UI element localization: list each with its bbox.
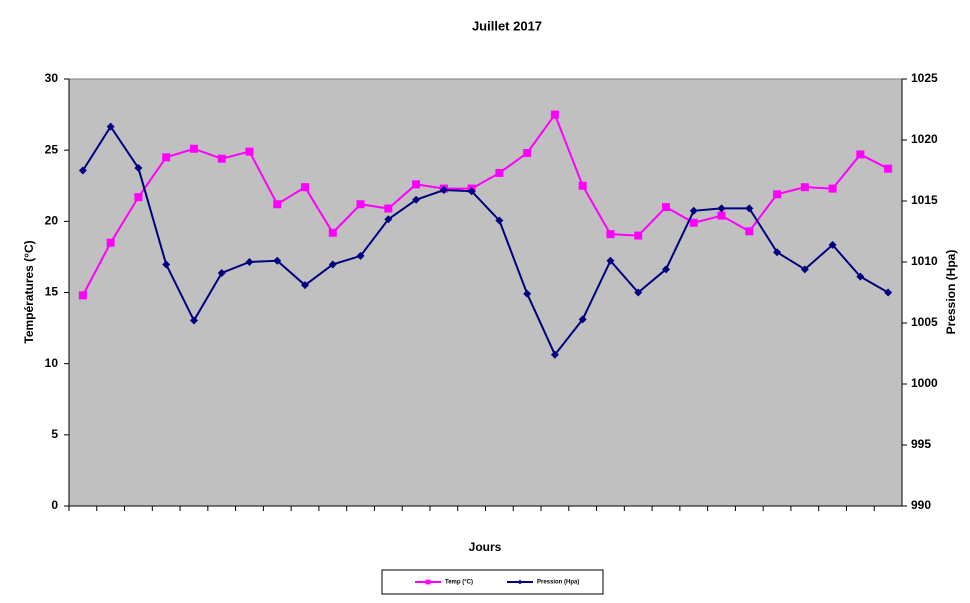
series-marker: [856, 150, 865, 159]
series-marker: [78, 291, 87, 300]
y-axis-label: Températures (°C): [22, 240, 36, 343]
series-marker: [495, 168, 504, 177]
series-marker: [578, 181, 587, 190]
y2-tick-label: 1010: [911, 254, 938, 268]
series-marker: [245, 147, 254, 156]
series-marker: [745, 204, 754, 213]
series-marker: [717, 204, 726, 213]
series-marker: [689, 218, 698, 227]
series-marker: [301, 183, 310, 192]
series-marker: [717, 211, 726, 220]
y2-tick-label: 990: [911, 498, 931, 512]
legend-marker: [517, 579, 523, 585]
series-marker: [134, 164, 143, 173]
series-marker: [412, 180, 421, 189]
plot-area: [68, 78, 903, 507]
series-marker: [745, 227, 754, 236]
series-marker: [634, 288, 643, 297]
chart-title: Juillet 2017: [472, 18, 542, 33]
series-marker: [328, 228, 337, 237]
legend-label: Pression (Hpa): [537, 580, 579, 586]
series-marker: [301, 281, 310, 290]
y-tick-label: 15: [45, 285, 59, 299]
y2-tick-label: 1020: [911, 132, 938, 146]
series-marker: [661, 203, 670, 212]
y-tick-label: 10: [45, 356, 59, 370]
series-line: [81, 112, 889, 296]
series-marker: [523, 289, 532, 298]
series-marker: [189, 144, 198, 153]
series-marker: [800, 265, 809, 274]
series-marker: [384, 204, 393, 213]
series-marker: [856, 272, 865, 281]
y2-tick-label: 1025: [911, 71, 938, 85]
series-marker: [439, 186, 448, 195]
legend-label: Temp (°C): [445, 580, 473, 586]
series-line: [82, 124, 889, 357]
series-marker: [162, 260, 171, 269]
series-marker: [606, 230, 615, 239]
series-marker: [606, 256, 615, 265]
series-marker: [189, 316, 198, 325]
series-marker: [773, 248, 782, 257]
series-marker: [134, 193, 143, 202]
series-marker: [550, 350, 559, 359]
y-tick-label: 5: [51, 427, 58, 441]
series-marker: [356, 251, 365, 260]
series-marker: [78, 166, 87, 175]
series-marker: [273, 200, 282, 209]
series-marker: [384, 215, 393, 224]
series-marker: [106, 122, 115, 131]
y2-tick-label: 1015: [911, 193, 938, 207]
series-marker: [800, 183, 809, 192]
legend-marker: [425, 579, 431, 585]
series-marker: [773, 190, 782, 199]
series-marker: [106, 238, 115, 247]
series-marker: [523, 149, 532, 158]
y2-axis-label: Pression (Hpa): [944, 250, 958, 335]
series-marker: [245, 258, 254, 266]
y-tick-label: 20: [45, 214, 59, 228]
x-axis-label: Jours: [469, 540, 502, 554]
y-tick-label: 30: [45, 71, 59, 85]
series-marker: [328, 260, 337, 269]
series-marker: [689, 206, 698, 215]
series-marker: [884, 164, 893, 173]
series-marker: [356, 200, 365, 209]
y-tick-label: 25: [45, 142, 59, 156]
y2-tick-label: 1005: [911, 315, 938, 329]
series-marker: [467, 187, 476, 196]
series-marker: [412, 195, 421, 204]
series-marker: [162, 153, 171, 162]
y2-tick-label: 1000: [911, 376, 938, 390]
series-marker: [550, 110, 559, 119]
series-marker: [828, 240, 837, 249]
y-tick-label: 0: [51, 498, 58, 512]
series-marker: [578, 315, 587, 324]
series-marker: [217, 154, 226, 163]
series-marker: [273, 256, 282, 265]
y2-tick-label: 995: [911, 437, 931, 451]
series-marker: [634, 231, 643, 240]
series-marker: [495, 216, 504, 225]
series-marker: [884, 288, 893, 297]
series-marker: [217, 268, 226, 277]
series-marker: [828, 184, 837, 193]
series-marker: [661, 265, 670, 274]
